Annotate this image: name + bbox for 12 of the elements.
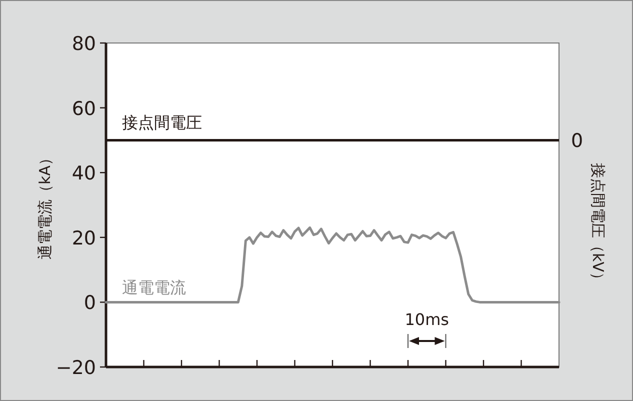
- y2-axis-title: 接点間電圧（kV）: [589, 163, 607, 287]
- ref-line-label: 接点間電圧: [122, 113, 202, 132]
- annotation: 10ms: [404, 310, 450, 329]
- y-axis-title: 通電電流（kA）: [36, 150, 54, 260]
- series-label: 通電電流: [122, 278, 186, 298]
- text: 0: [571, 130, 584, 152]
- y-tick-label: 0: [84, 292, 96, 314]
- y-tick-label: 20: [72, 227, 96, 250]
- y-tick-label: 60: [72, 98, 96, 120]
- y-tick-label: 80: [72, 33, 96, 55]
- y-tick-label: 40: [72, 162, 96, 185]
- y-tick-label: −20: [56, 357, 96, 379]
